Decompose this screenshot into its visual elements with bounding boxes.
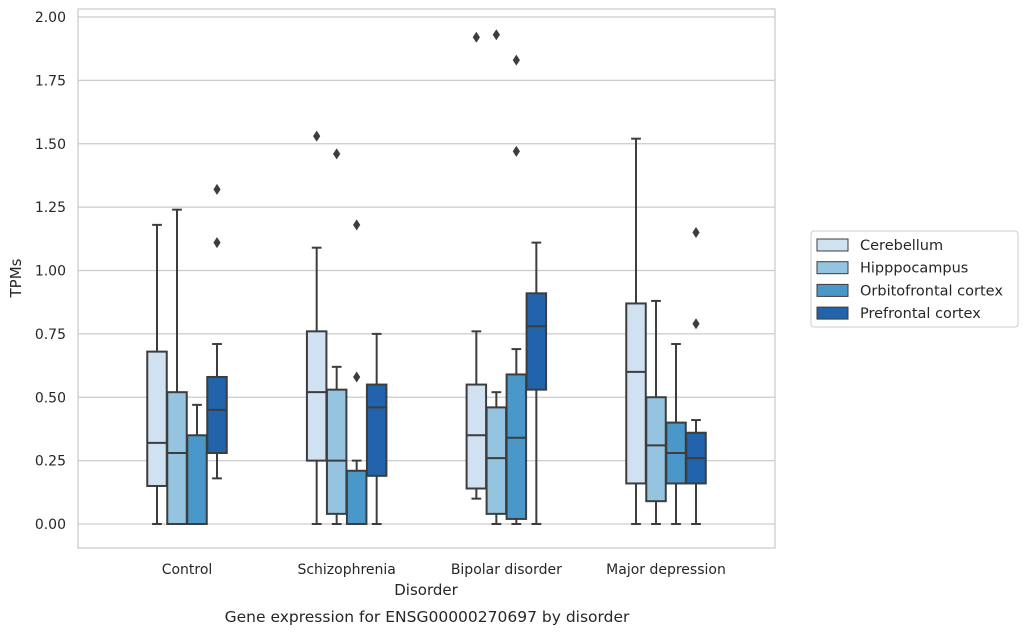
legend-entry: Cerebellum — [860, 238, 943, 254]
legend-swatch — [816, 261, 849, 275]
outlier-point — [492, 29, 500, 41]
legend-entry: Prefrontal cortex — [860, 306, 981, 322]
legend-entry: Orbitofrontal cortex — [860, 283, 1003, 299]
box-prefrontal-cortex-2 — [525, 241, 548, 525]
y-tick-label: 0.75 — [35, 327, 66, 343]
box-iqr — [365, 383, 388, 477]
legend-swatch — [816, 306, 849, 320]
y-tick-label: 1.25 — [35, 200, 66, 216]
outlier-point — [512, 145, 520, 157]
outlier-point — [353, 219, 361, 231]
box-orbitofrontal-cortex-0 — [186, 403, 208, 525]
outlier-point — [213, 183, 221, 195]
box-iqr — [206, 375, 228, 455]
legend-entry: Hipppocampus — [860, 261, 968, 277]
box-iqr — [505, 373, 528, 520]
box-layer — [146, 29, 707, 526]
y-tick-label: 0.00 — [35, 517, 66, 533]
legend-swatch — [816, 238, 849, 252]
y-axis-title: TPMs — [7, 258, 25, 298]
box-iqr — [625, 302, 647, 485]
x-axis-title: Disorder — [394, 581, 458, 599]
outlier-point — [472, 31, 480, 43]
box-iqr — [465, 383, 488, 490]
outlier-point — [692, 318, 700, 330]
box-orbitofrontal-cortex-3 — [665, 343, 687, 525]
outlier-point — [512, 54, 520, 66]
legend-swatch — [816, 283, 849, 297]
box-hipppocampus-3 — [645, 299, 667, 525]
box-iqr — [166, 391, 188, 525]
plot-frame — [77, 8, 776, 549]
x-tick-label: Control — [162, 562, 213, 578]
legend: Cerebellum Hipppocampus Orbitofrontal cort… — [810, 230, 1019, 328]
outlier-point — [213, 237, 221, 249]
box-hipppocampus-1 — [325, 148, 348, 525]
y-tick-labels: 0.00 0.25 0.50 0.75 1.00 1.25 1.50 1.75 2.00 — [35, 10, 66, 533]
box-orbitofrontal-cortex-2 — [505, 54, 528, 525]
outlier-point — [333, 148, 341, 160]
outlier-point — [353, 371, 361, 383]
box-iqr — [645, 396, 667, 503]
box-orbitofrontal-cortex-1 — [345, 219, 368, 526]
box-cerebellum-2 — [465, 31, 488, 500]
box-prefrontal-cortex-3 — [685, 226, 707, 525]
y-tick-label: 1.00 — [35, 264, 66, 280]
box-iqr — [525, 292, 548, 391]
y-tick-label: 0.25 — [35, 454, 66, 470]
x-tick-label: Bipolar disorder — [451, 562, 562, 578]
legend-frame — [810, 230, 1019, 328]
y-tick-label: 2.00 — [35, 10, 66, 26]
x-tick-label: Major depression — [606, 562, 726, 578]
box-iqr — [325, 388, 348, 515]
y-tick-label: 0.50 — [35, 390, 66, 406]
chart-caption: Gene expression for ENSG00000270697 by d… — [225, 608, 630, 626]
x-tick-label: Schizophrenia — [297, 562, 395, 578]
box-iqr — [305, 330, 328, 462]
box-iqr — [146, 350, 168, 487]
box-prefrontal-cortex-0 — [206, 183, 228, 480]
outlier-point — [692, 226, 700, 238]
y-tick-label: 1.50 — [35, 137, 66, 153]
box-iqr — [186, 434, 208, 525]
box-hipppocampus-2 — [485, 29, 508, 525]
y-tick-label: 1.75 — [35, 73, 66, 89]
box-iqr — [485, 406, 508, 515]
outlier-point — [313, 130, 321, 142]
box-iqr — [345, 469, 368, 526]
box-cerebellum-3 — [625, 137, 647, 525]
x-tick-labels: Control Schizophrenia Bipolar disorder Majo… — [162, 562, 726, 578]
box-prefrontal-cortex-1 — [365, 332, 388, 525]
